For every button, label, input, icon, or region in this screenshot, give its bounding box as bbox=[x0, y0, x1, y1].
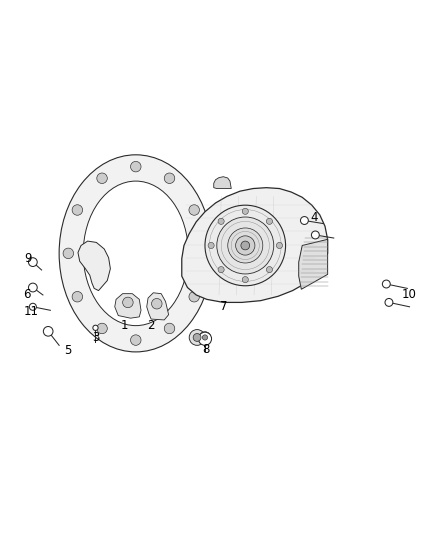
Circle shape bbox=[63, 248, 74, 259]
Circle shape bbox=[198, 332, 212, 345]
Circle shape bbox=[28, 283, 37, 292]
Circle shape bbox=[164, 173, 175, 183]
Polygon shape bbox=[214, 177, 231, 189]
Circle shape bbox=[72, 292, 83, 302]
Text: 7: 7 bbox=[219, 300, 227, 313]
Circle shape bbox=[189, 205, 199, 215]
Circle shape bbox=[228, 228, 263, 263]
Circle shape bbox=[205, 205, 286, 286]
Circle shape bbox=[236, 236, 255, 255]
Text: 5: 5 bbox=[64, 344, 71, 357]
Text: 11: 11 bbox=[24, 305, 39, 318]
Ellipse shape bbox=[83, 181, 188, 326]
Circle shape bbox=[93, 325, 98, 330]
Circle shape bbox=[131, 335, 141, 345]
Circle shape bbox=[208, 243, 214, 248]
Circle shape bbox=[72, 205, 83, 215]
Text: 8: 8 bbox=[202, 343, 209, 356]
Text: 10: 10 bbox=[402, 288, 417, 302]
Circle shape bbox=[385, 298, 393, 306]
Circle shape bbox=[242, 277, 248, 282]
Circle shape bbox=[217, 217, 274, 274]
Circle shape bbox=[189, 292, 199, 302]
Circle shape bbox=[218, 218, 224, 224]
Circle shape bbox=[300, 216, 308, 224]
Circle shape bbox=[131, 161, 141, 172]
Circle shape bbox=[202, 335, 208, 340]
Text: 3: 3 bbox=[92, 331, 99, 344]
Circle shape bbox=[218, 266, 224, 273]
Text: 9: 9 bbox=[25, 252, 32, 265]
Polygon shape bbox=[182, 188, 328, 302]
Circle shape bbox=[266, 218, 272, 224]
Circle shape bbox=[29, 303, 36, 310]
Circle shape bbox=[193, 334, 201, 342]
Circle shape bbox=[199, 332, 211, 343]
Circle shape bbox=[241, 241, 250, 250]
Text: 1: 1 bbox=[121, 319, 129, 332]
Text: 2: 2 bbox=[147, 319, 155, 332]
Ellipse shape bbox=[59, 155, 212, 352]
Circle shape bbox=[242, 208, 248, 214]
Polygon shape bbox=[78, 241, 110, 290]
Circle shape bbox=[276, 243, 283, 248]
Circle shape bbox=[266, 266, 272, 273]
Circle shape bbox=[28, 258, 37, 266]
Circle shape bbox=[382, 280, 390, 288]
Polygon shape bbox=[115, 294, 141, 318]
Circle shape bbox=[123, 297, 133, 308]
Circle shape bbox=[198, 248, 208, 259]
Circle shape bbox=[97, 323, 107, 334]
Circle shape bbox=[43, 327, 53, 336]
Text: 4: 4 bbox=[311, 211, 318, 224]
Circle shape bbox=[97, 173, 107, 183]
Circle shape bbox=[189, 329, 205, 345]
Polygon shape bbox=[147, 293, 169, 320]
Circle shape bbox=[152, 298, 162, 309]
Text: 6: 6 bbox=[23, 288, 31, 302]
Polygon shape bbox=[299, 239, 328, 289]
Circle shape bbox=[311, 231, 319, 239]
Circle shape bbox=[164, 323, 175, 334]
